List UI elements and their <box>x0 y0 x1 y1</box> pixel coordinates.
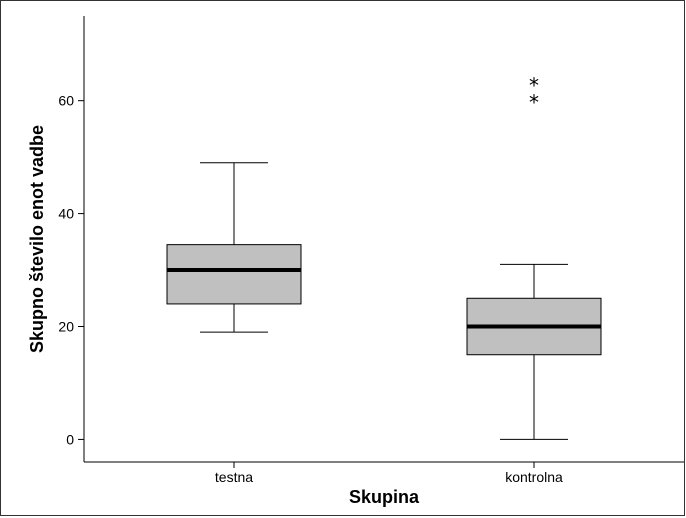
x-axis-title: Skupina <box>349 487 420 507</box>
box-group: ** <box>466 74 602 440</box>
box-group <box>166 162 302 333</box>
boxes: ** <box>166 74 602 440</box>
outlier-marker: * <box>529 91 539 115</box>
y-tick-label: 0 <box>66 431 74 447</box>
y-tick-label: 40 <box>58 206 74 222</box>
axes: 0 20 40 60 testna kontrolna <box>58 16 684 485</box>
y-axis-title: Skupno število enot vadbe <box>27 125 47 353</box>
box-iqr <box>166 244 302 305</box>
x-tick-label: kontrolna <box>505 469 563 485</box>
x-tick-label: testna <box>215 469 253 485</box>
y-tick-label: 20 <box>58 319 74 335</box>
outlier-marker: * <box>529 74 539 98</box>
y-tick-label: 60 <box>58 93 74 109</box>
